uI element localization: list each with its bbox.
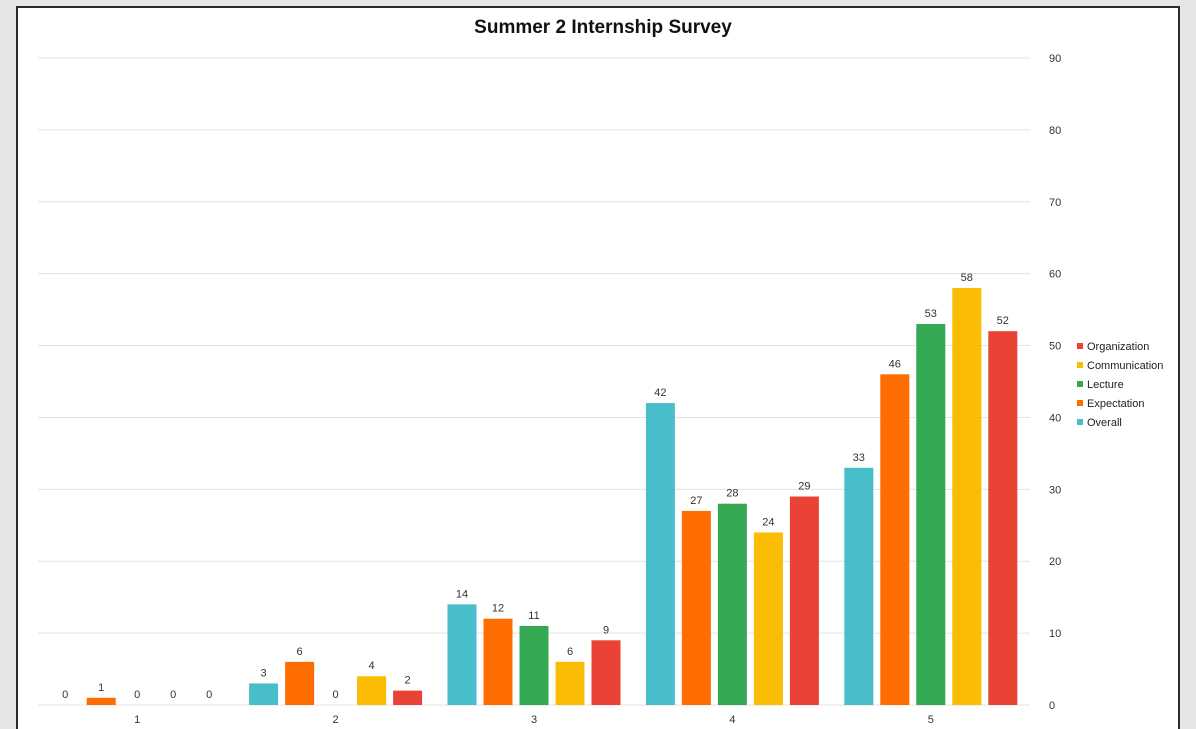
bar-expectation-3	[483, 618, 513, 705]
x-tick-label: 4	[729, 714, 735, 726]
bar-overall-4	[645, 403, 675, 705]
data-label: 0	[170, 689, 176, 701]
data-label: 12	[492, 603, 504, 615]
data-label: 28	[726, 488, 738, 500]
bar-communication-3	[555, 661, 585, 705]
data-label: 0	[62, 689, 68, 701]
bar-communication-4	[753, 532, 783, 705]
data-label: 11	[528, 610, 539, 622]
legend-label-communication: Communication	[1087, 360, 1163, 372]
bar-overall-3	[447, 604, 477, 705]
x-tick-label: 1	[134, 714, 140, 726]
legend-swatch-overall	[1077, 419, 1083, 425]
data-label: 4	[369, 660, 375, 672]
bar-communication-5	[952, 288, 982, 705]
bar-lecture-5	[916, 323, 946, 705]
y-tick-label: 10	[1049, 628, 1061, 640]
legend-label-overall: Overall	[1087, 417, 1122, 429]
bar-expectation-1	[86, 697, 116, 705]
data-label: 58	[961, 272, 973, 284]
legend-swatch-expectation	[1077, 400, 1083, 406]
legend-label-lecture: Lecture	[1087, 379, 1124, 391]
bar-expectation-4	[681, 510, 711, 705]
data-label: 3	[261, 667, 267, 679]
y-tick-label: 80	[1049, 125, 1061, 137]
data-label: 24	[762, 516, 774, 528]
y-tick-label: 50	[1049, 341, 1061, 353]
data-label: 6	[297, 646, 303, 658]
y-tick-label: 60	[1049, 269, 1061, 281]
x-tick-label: 5	[928, 714, 934, 726]
chart-frame	[16, 6, 1180, 729]
legend-swatch-organization	[1077, 343, 1083, 349]
legend-label-organization: Organization	[1087, 341, 1149, 353]
bar-organization-4	[789, 496, 819, 705]
legend-swatch-communication	[1077, 362, 1083, 368]
bar-organization-5	[988, 331, 1018, 705]
data-label: 0	[333, 689, 339, 701]
bar-organization-2	[393, 690, 423, 705]
legend: Organization Communication Lecture Expectat…	[1077, 341, 1163, 429]
data-label: 53	[925, 308, 937, 320]
legend-label-expectation: Expectation	[1087, 398, 1144, 410]
legend-swatch-lecture	[1077, 381, 1083, 387]
bar-lecture-4	[717, 503, 747, 705]
data-label: 14	[456, 588, 468, 600]
data-label: 27	[690, 495, 702, 507]
data-label: 0	[206, 689, 212, 701]
data-label: 0	[134, 689, 140, 701]
data-label: 9	[603, 624, 609, 636]
data-label: 1	[98, 682, 104, 694]
bar-expectation-2	[285, 661, 315, 705]
bar-overall-5	[844, 467, 874, 705]
bar-expectation-5	[880, 374, 910, 705]
bar-communication-2	[357, 676, 387, 705]
x-tick-label: 3	[531, 714, 537, 726]
data-label: 33	[853, 452, 865, 464]
x-axis: 1 2 3 4 5	[134, 714, 934, 726]
x-tick-label: 2	[333, 714, 339, 726]
bar-organization-3	[591, 640, 621, 705]
data-label: 29	[798, 481, 810, 493]
data-label: 42	[654, 387, 666, 399]
y-axis: 0 10 20 30 40 50 60 70 80 90	[1049, 53, 1061, 712]
y-tick-label: 0	[1049, 700, 1055, 712]
bars	[86, 288, 1018, 705]
y-tick-label: 30	[1049, 484, 1061, 496]
data-label: 2	[405, 675, 411, 687]
y-tick-label: 20	[1049, 556, 1061, 568]
y-tick-label: 90	[1049, 53, 1061, 65]
bar-lecture-3	[519, 625, 549, 705]
data-label: 46	[889, 358, 901, 370]
data-label: 52	[997, 315, 1009, 327]
y-tick-label: 40	[1049, 412, 1061, 424]
chart-title: Summer 2 Internship Survey	[474, 17, 732, 38]
bar-overall-2	[249, 683, 279, 705]
y-tick-label: 70	[1049, 197, 1061, 209]
data-label: 6	[567, 646, 573, 658]
